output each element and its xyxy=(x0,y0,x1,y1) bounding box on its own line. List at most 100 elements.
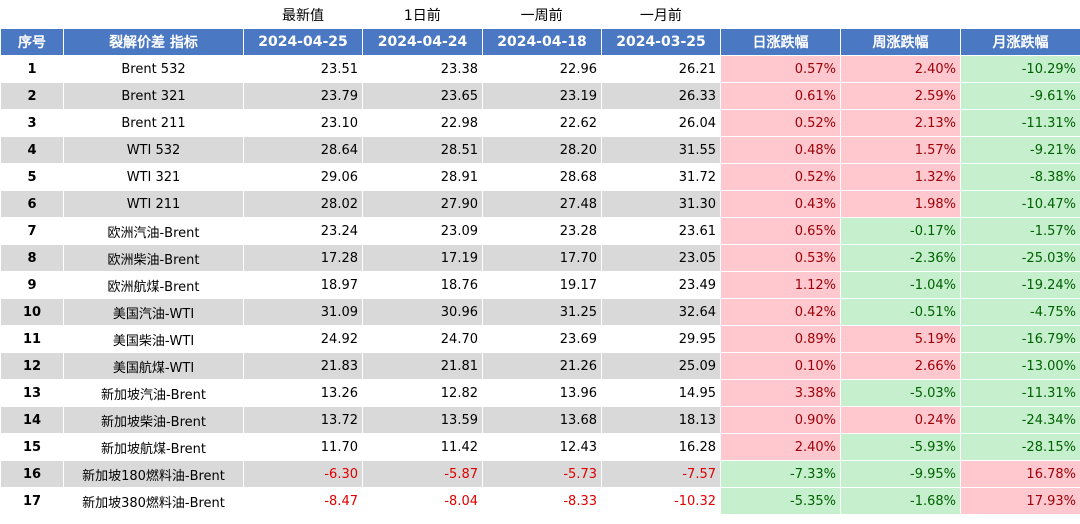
table-cell: 11.42 xyxy=(362,433,483,461)
table-cell: 23.79 xyxy=(243,82,363,110)
table-cell: -1.57% xyxy=(960,217,1080,245)
table-cell: 0.90% xyxy=(720,406,841,434)
table-cell: 6 xyxy=(0,190,64,218)
table-cell: -5.73 xyxy=(482,460,602,488)
table-cell: 28.91 xyxy=(362,163,483,191)
table-cell: -5.03% xyxy=(840,379,961,407)
table-cell: 24.70 xyxy=(362,325,483,353)
table-cell: 欧洲柴油-Brent xyxy=(63,244,244,272)
column-header: 2024-04-24 xyxy=(362,28,483,56)
table-cell: 1.98% xyxy=(840,190,961,218)
table-cell: 26.04 xyxy=(601,109,721,137)
table-cell: 3.38% xyxy=(720,379,841,407)
table-cell: -9.95% xyxy=(840,460,961,488)
table-cell: 18.97 xyxy=(243,271,363,299)
table-cell: 23.09 xyxy=(362,217,483,245)
table-cell: -7.57 xyxy=(601,460,721,488)
table-cell: 3 xyxy=(0,109,64,137)
table-cell: 0.89% xyxy=(720,325,841,353)
table-cell: -10.32 xyxy=(601,487,721,515)
table-cell: 16.28 xyxy=(601,433,721,461)
table-cell: 13.59 xyxy=(362,406,483,434)
table-cell: 0.53% xyxy=(720,244,841,272)
table-cell: 27.48 xyxy=(482,190,602,218)
table-cell: 23.65 xyxy=(362,82,483,110)
table-cell: 23.05 xyxy=(601,244,721,272)
table-cell: WTI 321 xyxy=(63,163,244,191)
column-header: 序号 xyxy=(0,28,64,56)
table-row: 13 新加坡汽油-Brent 13.26 12.82 13.96 14.95 3.38% -5… xyxy=(0,379,1080,407)
table-cell: 17.28 xyxy=(243,244,363,272)
table-cell: 16 xyxy=(0,460,64,488)
table-row: 15 新加坡航煤-Brent 11.70 11.42 12.43 16.28 2.40% -5… xyxy=(0,433,1080,461)
table-cell: 新加坡380燃料油-Brent xyxy=(63,487,244,515)
table-cell: 0.52% xyxy=(720,163,841,191)
table-cell: 13.26 xyxy=(243,379,363,407)
table-cell: 21.83 xyxy=(243,352,363,380)
table-cell: 1.57% xyxy=(840,136,961,164)
table-cell: 23.61 xyxy=(601,217,721,245)
table-cell: 18.76 xyxy=(362,271,483,299)
table-cell: 28.51 xyxy=(362,136,483,164)
table-cell: 17.70 xyxy=(482,244,602,272)
table-cell: 29.06 xyxy=(243,163,363,191)
table-cell: 12 xyxy=(0,352,64,380)
table-cell: -13.00% xyxy=(960,352,1080,380)
column-header: 周涨跌幅 xyxy=(840,28,961,56)
table-cell: 欧洲航煤-Brent xyxy=(63,271,244,299)
table-cell: 0.10% xyxy=(720,352,841,380)
table-cell: -10.29% xyxy=(960,55,1080,83)
table-cell: Brent 321 xyxy=(63,82,244,110)
table-cell: -1.68% xyxy=(840,487,961,515)
table-cell: 29.95 xyxy=(601,325,721,353)
table-cell: -8.04 xyxy=(362,487,483,515)
table-cell: 0.24% xyxy=(840,406,961,434)
table-cell: -8.47 xyxy=(243,487,363,515)
table-cell: 12.43 xyxy=(482,433,602,461)
table-cell: 新加坡180燃料油-Brent xyxy=(63,460,244,488)
table-row: 2 Brent 321 23.79 23.65 23.19 26.33 0.61% 2.59%… xyxy=(0,82,1080,110)
table-row: 12 美国航煤-WTI 21.83 21.81 21.26 25.09 0.10% 2.66%… xyxy=(0,352,1080,380)
table-cell: 0.61% xyxy=(720,82,841,110)
table-cell: 31.25 xyxy=(482,298,602,326)
table-row: 6 WTI 211 28.02 27.90 27.48 31.30 0.43% 1.98% -1… xyxy=(0,190,1080,218)
table-cell: -2.36% xyxy=(840,244,961,272)
table-cell: -7.33% xyxy=(720,460,841,488)
table-cell: 新加坡汽油-Brent xyxy=(63,379,244,407)
table-row: 1 Brent 532 23.51 23.38 22.96 26.21 0.57% 2.40%… xyxy=(0,55,1080,83)
table-cell: -0.17% xyxy=(840,217,961,245)
table-cell: 22.96 xyxy=(482,55,602,83)
table-cell: 31.09 xyxy=(243,298,363,326)
table-cell: 26.33 xyxy=(601,82,721,110)
table-cell: 32.64 xyxy=(601,298,721,326)
column-header: 月涨跌幅 xyxy=(960,28,1080,56)
table-cell: -5.87 xyxy=(362,460,483,488)
table-cell: 0.52% xyxy=(720,109,841,137)
column-header: 裂解价差 指标 xyxy=(63,28,244,56)
table-cell: 0.57% xyxy=(720,55,841,83)
table-cell: 4 xyxy=(0,136,64,164)
table-cell: 31.72 xyxy=(601,163,721,191)
table-row: 9 欧洲航煤-Brent 18.97 18.76 19.17 23.49 1.12% -1.0… xyxy=(0,271,1080,299)
table-cell: 23.49 xyxy=(601,271,721,299)
table-cell: 15 xyxy=(0,433,64,461)
table-cell: 新加坡航煤-Brent xyxy=(63,433,244,461)
table-cell: 11 xyxy=(0,325,64,353)
table-cell: 2.59% xyxy=(840,82,961,110)
table-row: 7 欧洲汽油-Brent 23.24 23.09 23.28 23.61 0.65% -0.1… xyxy=(0,217,1080,245)
table-cell: 22.62 xyxy=(482,109,602,137)
table-cell: 7 xyxy=(0,217,64,245)
table-cell: 2.40% xyxy=(840,55,961,83)
table-row: 8 欧洲柴油-Brent 17.28 17.19 17.70 23.05 0.53% -2.3… xyxy=(0,244,1080,272)
table-row: 14 新加坡柴油-Brent 13.72 13.59 13.68 18.13 0.90% 0.… xyxy=(0,406,1080,434)
table-cell: -24.34% xyxy=(960,406,1080,434)
table-cell: 14.95 xyxy=(601,379,721,407)
table-cell: -0.51% xyxy=(840,298,961,326)
table-cell: 欧洲汽油-Brent xyxy=(63,217,244,245)
table-cell: 18.13 xyxy=(601,406,721,434)
table-cell: 21.26 xyxy=(482,352,602,380)
table-cell: Brent 532 xyxy=(63,55,244,83)
table-cell: 13.96 xyxy=(482,379,602,407)
table-cell: 31.30 xyxy=(601,190,721,218)
table-cell: 23.19 xyxy=(482,82,602,110)
